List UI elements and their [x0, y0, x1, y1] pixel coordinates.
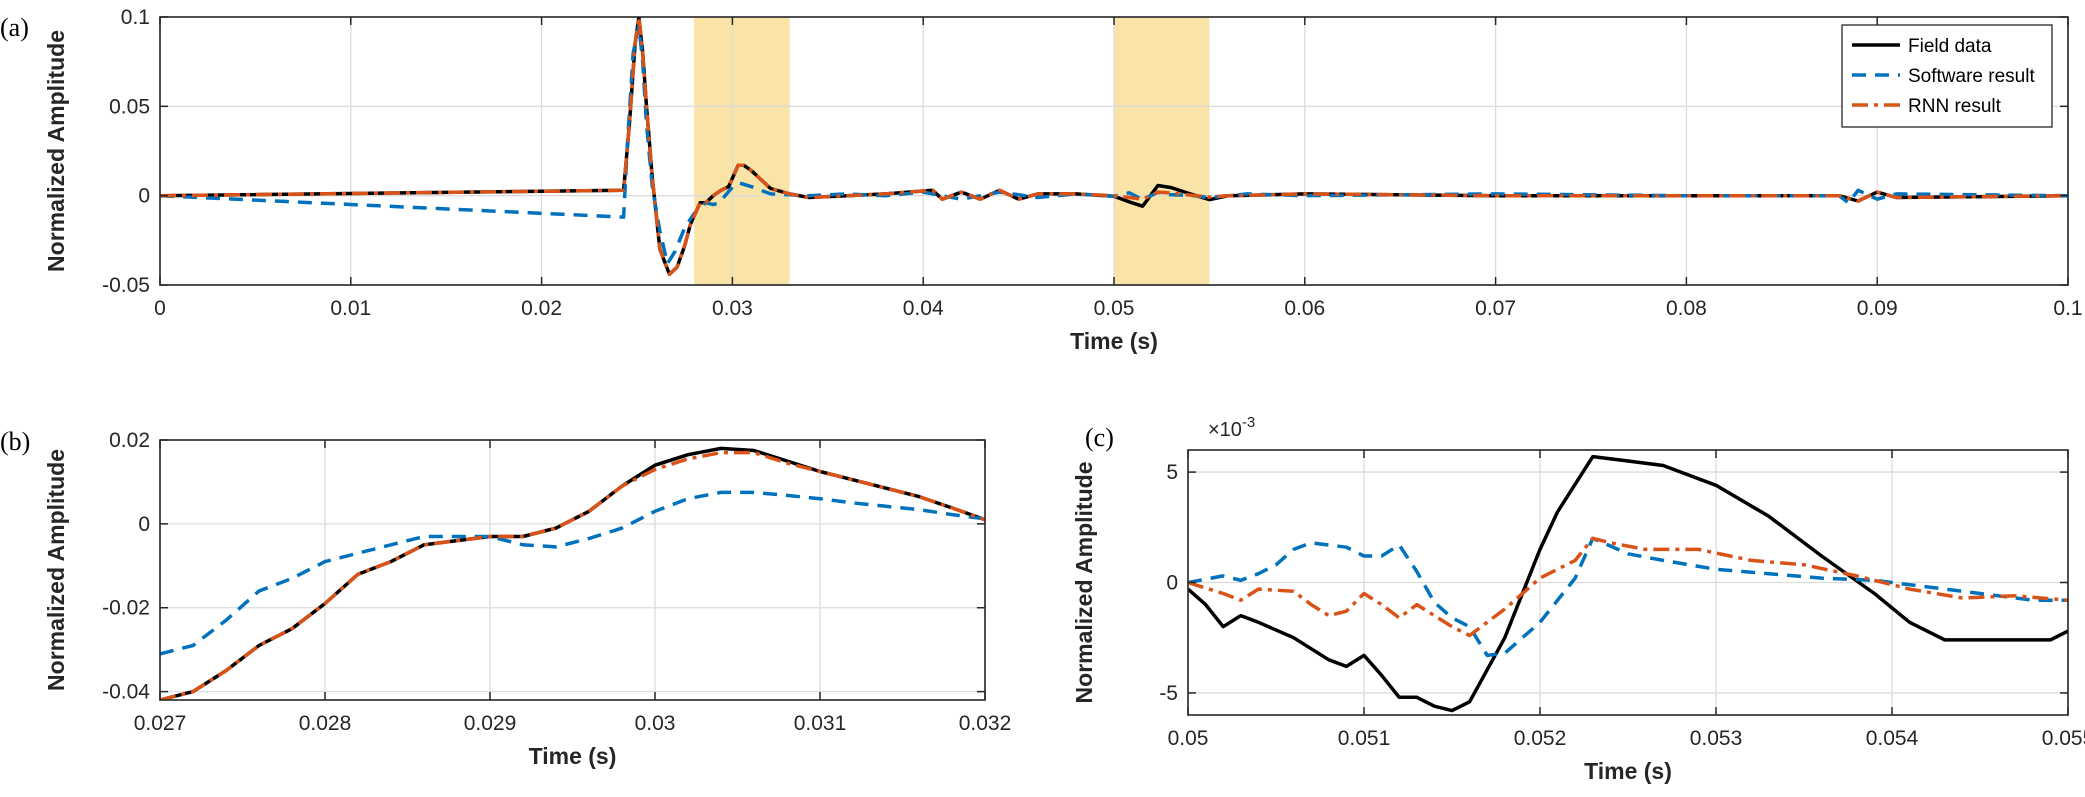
x-axis-title: Time (s) [529, 743, 617, 769]
y-tick-label: 0.05 [109, 95, 150, 118]
panel-letter: (a) [0, 13, 29, 42]
y-axis-title: Normalized Amplitude [43, 30, 69, 272]
highlight-band [694, 17, 790, 285]
y-tick-label: 0 [138, 185, 150, 208]
chart-panel-1: 0.027 0.028 0.029 0.03 0.031 0.032 -0.04 -0.02 0… [0, 427, 1011, 769]
y-tick-label: 0 [1166, 572, 1178, 595]
y-axis-title: Normalized Amplitude [43, 449, 69, 691]
legend-entry: Software result [1908, 66, 2035, 87]
y-exponent-base: ×10 [1208, 419, 1242, 441]
y-axis-title: Normalized Amplitude [1071, 462, 1097, 704]
x-tick-label: 0.027 [134, 712, 187, 735]
y-exponent-label-group: ×10-3 [1208, 414, 1255, 441]
legend-entry: Field data [1908, 36, 1992, 57]
x-tick-label: 0.03 [712, 297, 753, 320]
y-tick-label: 0.02 [109, 429, 150, 452]
series-group [1188, 454, 2068, 713]
x-tick-label: 0.01 [330, 297, 371, 320]
highlight-band [1114, 17, 1210, 285]
x-tick-label: 0.055 [2042, 727, 2085, 750]
panel-letter: (b) [0, 427, 30, 456]
x-tick-label: 0 [154, 297, 166, 320]
x-tick-label: 0.029 [464, 712, 517, 735]
series-group [160, 17, 2068, 277]
y-tick-label: -0.02 [102, 597, 150, 620]
x-tick-label: 0.07 [1475, 297, 1516, 320]
x-tick-label: 0.032 [959, 712, 1012, 735]
y-tick-label: -0.05 [102, 274, 150, 297]
x-tick-label: 0.05 [1168, 727, 1209, 750]
y-exponent-power: -3 [1242, 414, 1255, 431]
x-tick-label: 0.08 [1666, 297, 1707, 320]
x-tick-label: 0.052 [1514, 727, 1567, 750]
panel-letter: (c) [1085, 423, 1114, 452]
series-line-dashdot [160, 17, 2068, 277]
x-tick-label: 0.02 [521, 297, 562, 320]
series-line-dashdot [1188, 536, 2068, 638]
series-group [160, 446, 985, 700]
x-axis-title: Time (s) [1584, 758, 1672, 784]
x-tick-label: 0.031 [794, 712, 847, 735]
y-tick-label: 5 [1166, 461, 1178, 484]
x-tick-label: 0.09 [1857, 297, 1898, 320]
x-axis-title: Time (s) [1070, 328, 1158, 354]
x-tick-label: 0.04 [903, 297, 944, 320]
x-tick-label: 0.054 [1866, 727, 1919, 750]
series-line-dashed [160, 490, 985, 656]
chart-panel-0: 0 0.01 0.02 0.03 0.04 0.05 0.06 0.07 0.08 0.09 0.1… [0, 6, 2083, 354]
series-line-dashed [1188, 536, 2068, 658]
y-tick-label: 0.1 [121, 6, 150, 29]
chart-panel-2: 0.05 0.051 0.052 0.053 0.054 0.055 -5 0 5 Time (s… [1071, 414, 2085, 784]
legend-entry: RNN result [1908, 96, 2002, 117]
x-tick-label: 0.028 [299, 712, 352, 735]
axes-box [159, 439, 986, 701]
x-tick-label: 0.06 [1284, 297, 1325, 320]
series-line-solid [1188, 454, 2068, 713]
x-tick-label: 0.1 [2053, 297, 2082, 320]
series-line-dashdot [160, 450, 985, 700]
x-tick-label: 0.05 [1094, 297, 1135, 320]
x-tick-label: 0.053 [1690, 727, 1743, 750]
y-tick-label: -5 [1159, 682, 1178, 705]
series-line-solid [160, 446, 985, 700]
y-tick-label: -0.04 [102, 681, 150, 704]
legend: Field data Software result RNN result [1841, 24, 2053, 128]
y-tick-label: 0 [138, 513, 150, 536]
x-tick-label: 0.03 [635, 712, 676, 735]
x-tick-label: 0.051 [1338, 727, 1391, 750]
